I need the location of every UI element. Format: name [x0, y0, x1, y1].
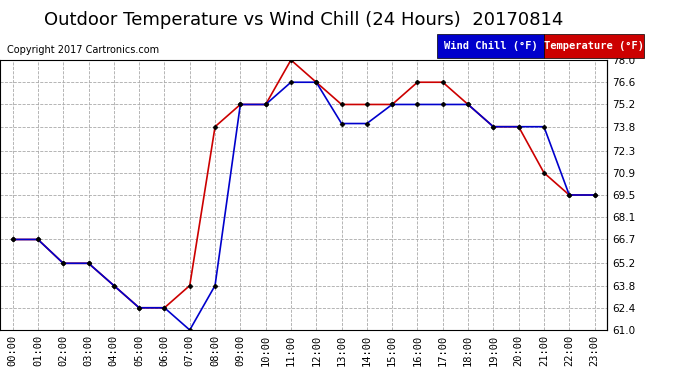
Text: Copyright 2017 Cartronics.com: Copyright 2017 Cartronics.com: [7, 45, 159, 55]
Text: Temperature (°F): Temperature (°F): [544, 41, 644, 51]
Text: Outdoor Temperature vs Wind Chill (24 Hours)  20170814: Outdoor Temperature vs Wind Chill (24 Ho…: [44, 11, 563, 29]
Text: Wind Chill (°F): Wind Chill (°F): [444, 41, 538, 51]
